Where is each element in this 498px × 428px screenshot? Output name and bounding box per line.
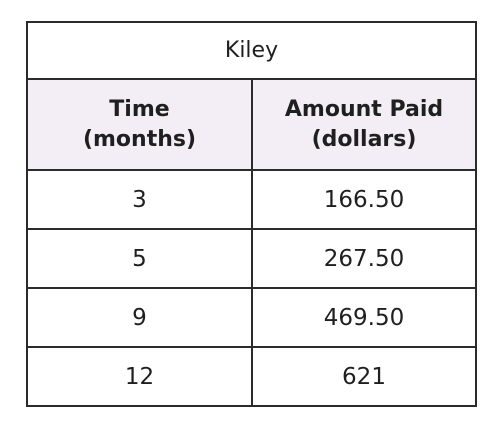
amount-cell: 267.50 — [251, 228, 477, 289]
table-row: 9 469.50 — [26, 287, 477, 348]
table-row: 5 267.50 — [26, 228, 477, 289]
kiley-payment-table: Kiley Time (months) Amount Paid (dollars… — [26, 21, 477, 407]
table-title-row: Kiley — [26, 21, 477, 80]
time-cell: 5 — [26, 228, 253, 289]
column-header-time-line2: (months) — [82, 126, 197, 152]
column-header-time: Time (months) — [26, 78, 253, 171]
amount-cell: 469.50 — [251, 287, 477, 348]
time-cell: 12 — [26, 346, 253, 407]
time-cell: 3 — [26, 169, 253, 230]
table-title: Kiley — [26, 21, 477, 80]
column-header-amount: Amount Paid (dollars) — [251, 78, 477, 171]
column-header-amount-line2: (dollars) — [311, 126, 417, 152]
table-row: 12 621 — [26, 346, 477, 407]
amount-cell: 166.50 — [251, 169, 477, 230]
time-cell: 9 — [26, 287, 253, 348]
table-row: 3 166.50 — [26, 169, 477, 230]
column-header-time-line1: Time — [109, 96, 170, 122]
column-header-amount-line1: Amount Paid — [284, 96, 444, 122]
table-header-row: Time (months) Amount Paid (dollars) — [26, 78, 477, 171]
amount-cell: 621 — [251, 346, 477, 407]
